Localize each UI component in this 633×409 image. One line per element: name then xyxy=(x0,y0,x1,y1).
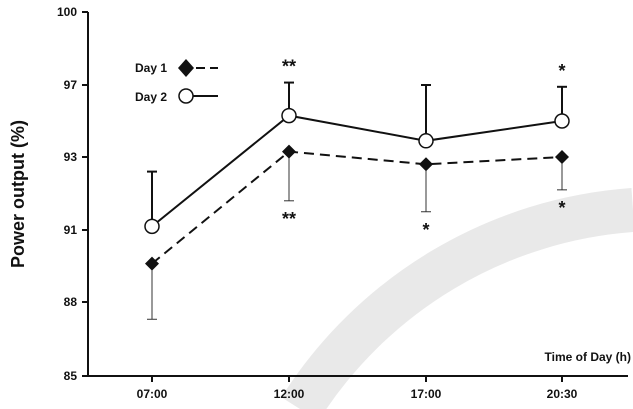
series-line-day2 xyxy=(151,114,563,228)
series-lines xyxy=(151,114,563,265)
significance-marker: * xyxy=(558,198,565,218)
y-tick-label: 97 xyxy=(64,78,78,92)
y-tick-label: 88 xyxy=(64,295,78,309)
data-point-day2 xyxy=(144,218,160,235)
data-point-day1 xyxy=(145,256,159,271)
data-point-day2 xyxy=(554,113,570,129)
legend-item-day1: Day 1 xyxy=(135,59,218,77)
data-point-day1 xyxy=(419,157,433,172)
data-point-day2 xyxy=(418,133,434,149)
x-ticks: 07:00 12:00 17:00 20:30 xyxy=(137,376,578,401)
y-tick-label: 93 xyxy=(64,150,78,164)
x-tick-label: 12:00 xyxy=(274,387,305,401)
y-axis-title: Power output (%) xyxy=(8,120,28,268)
series-markers xyxy=(144,107,570,271)
data-point-day1 xyxy=(282,144,296,159)
x-tick-label: 17:00 xyxy=(411,387,442,401)
x-axis-title: Time of Day (h) xyxy=(545,350,631,364)
legend-open-circle-marker xyxy=(178,88,194,104)
significance-annotations: ** ***** xyxy=(282,57,566,240)
significance-marker: ** xyxy=(282,209,296,229)
x-tick-label: 07:00 xyxy=(137,387,168,401)
y-tick-label: 91 xyxy=(64,223,78,237)
legend-label-day1: Day 1 xyxy=(135,61,167,75)
significance-marker: * xyxy=(422,220,429,240)
y-tick-label: 85 xyxy=(64,369,78,383)
significance-marker: * xyxy=(558,61,565,81)
x-tick-label: 20:30 xyxy=(547,387,578,401)
legend-diamond-marker xyxy=(178,59,194,77)
background-arc xyxy=(281,188,633,409)
series-line-day1 xyxy=(151,150,563,265)
data-point-day1 xyxy=(555,150,569,164)
error-bars xyxy=(147,81,567,320)
legend-label-day2: Day 2 xyxy=(135,90,167,104)
axes xyxy=(87,12,628,377)
y-tick-label: 100 xyxy=(57,5,77,19)
significance-marker: ** xyxy=(282,57,296,77)
y-ticks: 85 88 91 93 97 100 xyxy=(57,5,88,383)
data-point-day2 xyxy=(281,107,297,124)
legend-item-day2: Day 2 xyxy=(135,88,218,104)
legend: Day 1 Day 2 xyxy=(135,59,218,104)
